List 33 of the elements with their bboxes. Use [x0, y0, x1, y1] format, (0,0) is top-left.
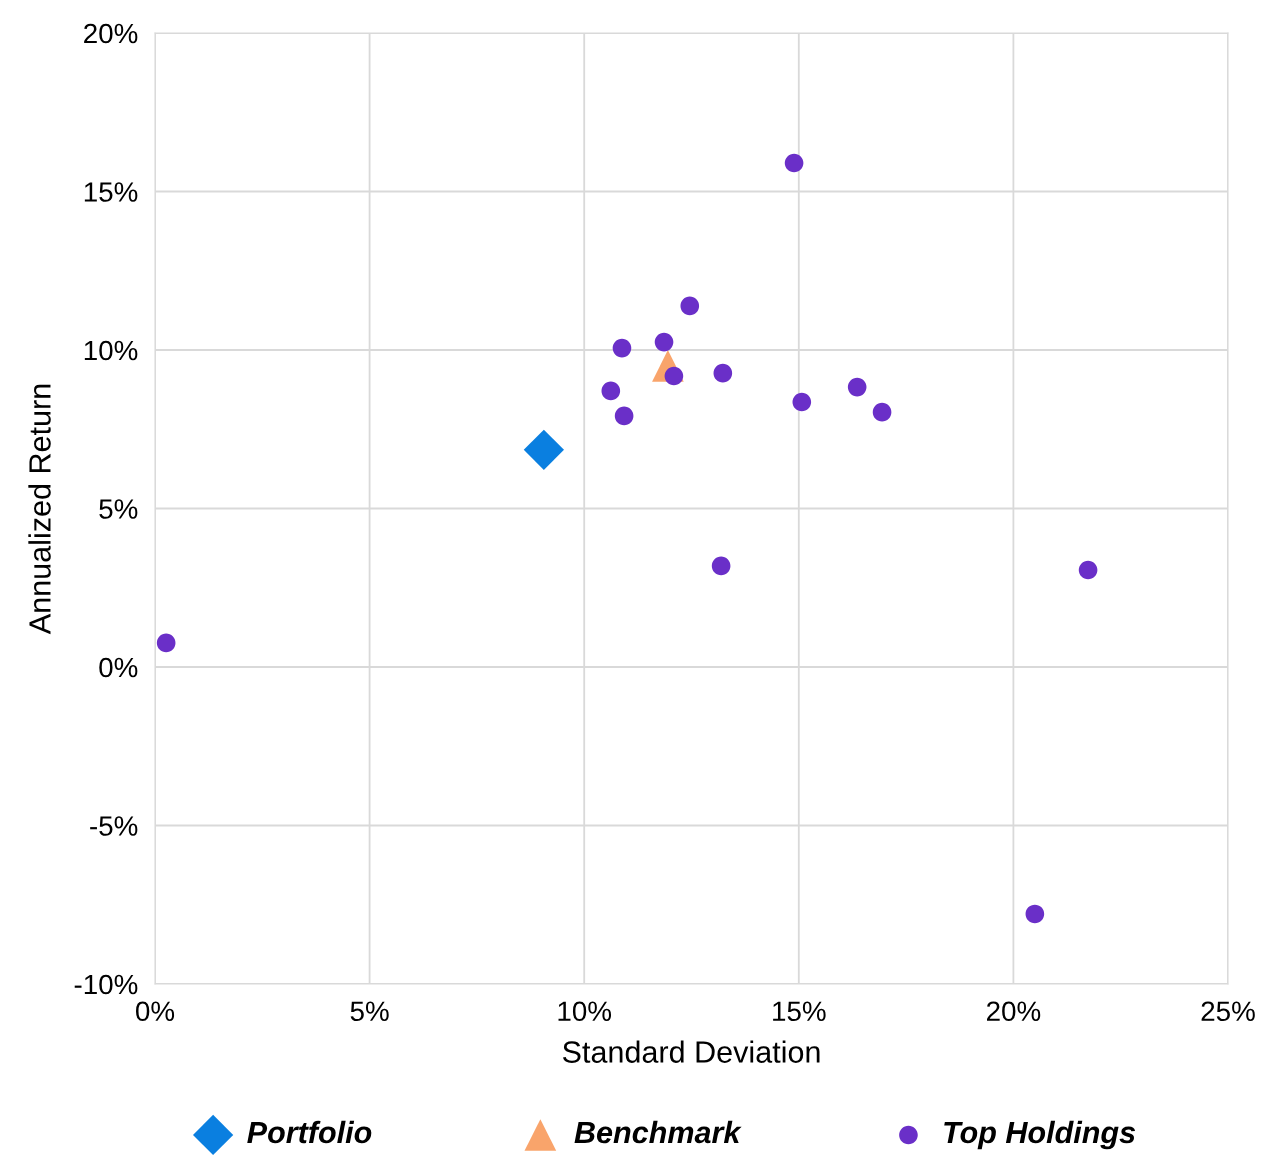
- point: [680, 296, 700, 316]
- y-tick-label: -10%: [74, 974, 138, 995]
- x-axis-title: Standard Deviation: [562, 1040, 820, 1063]
- y-tick-label: 20%: [84, 23, 138, 44]
- point: [523, 429, 564, 470]
- y-tick-label: 10%: [84, 340, 138, 361]
- point: [1078, 560, 1098, 580]
- point: [792, 392, 812, 412]
- legend-label: Top Holdings: [944, 1120, 1136, 1150]
- x-tick-label: 25%: [1201, 1001, 1255, 1022]
- y-tick-label: -5%: [90, 816, 138, 836]
- y-tick-label: 5%: [99, 499, 138, 519]
- x-tick-label: 5%: [350, 1001, 389, 1022]
- point: [713, 363, 733, 383]
- x-tick-label: 15%: [773, 1001, 826, 1022]
- point: [601, 381, 621, 401]
- point: [614, 406, 634, 426]
- point: [654, 332, 674, 352]
- x-tick-label: 10%: [558, 1001, 612, 1022]
- y-tick-label: 0%: [99, 657, 138, 678]
- point: [784, 153, 804, 173]
- point: [612, 338, 632, 358]
- point: [156, 633, 176, 653]
- point: [872, 402, 892, 422]
- point: [711, 556, 731, 576]
- legend-label: Benchmark: [574, 1120, 742, 1144]
- x-tick-label: 0%: [136, 1001, 175, 1022]
- point: [847, 377, 867, 397]
- legend-label: Portfolio: [247, 1120, 372, 1144]
- y-tick-label: 15%: [84, 182, 138, 202]
- y-axis-title: Annualized Return: [28, 384, 51, 635]
- point: [1025, 904, 1045, 924]
- x-tick-label: 20%: [987, 1001, 1041, 1022]
